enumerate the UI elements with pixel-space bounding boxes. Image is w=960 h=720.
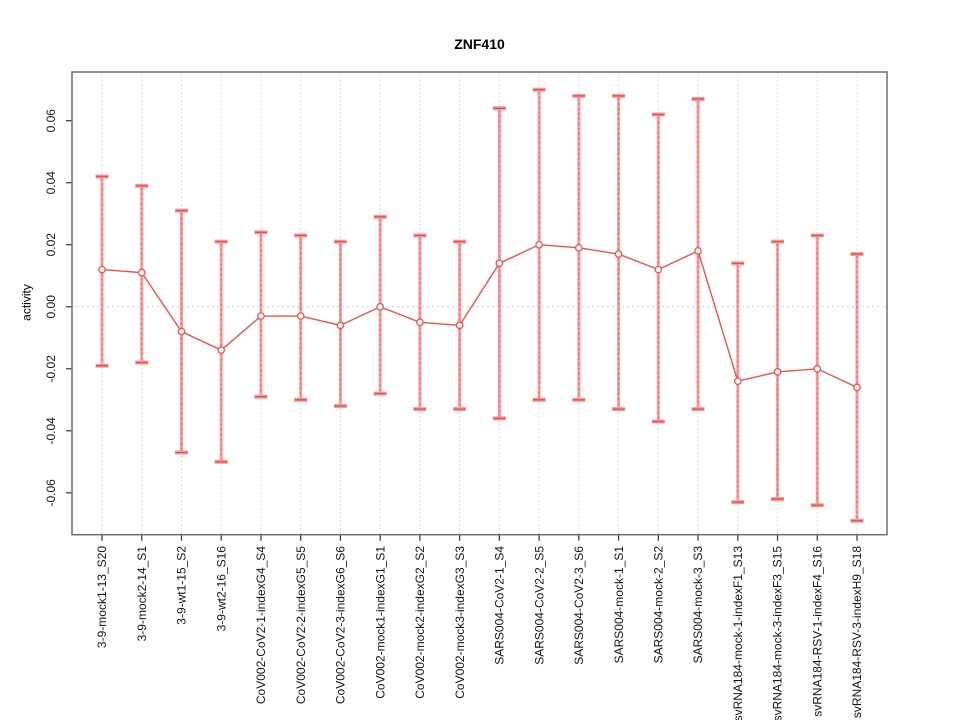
- data-point-marker: [416, 318, 424, 327]
- data-point-marker: [495, 259, 504, 268]
- data-point-marker: [257, 312, 265, 320]
- data-point-marker: [614, 250, 623, 258]
- data-point-marker: [535, 240, 543, 249]
- data-point-marker: [296, 312, 305, 320]
- y-tick-label: -0.06: [44, 479, 58, 507]
- data-point-marker: [654, 265, 663, 274]
- x-tick-label: 3-9-wt1-15_S2: [175, 546, 189, 625]
- data-point-marker: [455, 321, 464, 330]
- x-tick-label: SARS004-mock-1_S1: [612, 546, 626, 664]
- x-tick-label: svRNA184-RSV-3-indexH9_S18: [850, 546, 864, 718]
- x-tick-label: svRNA184-mock-3-indexF3_S15: [771, 546, 785, 720]
- x-tick-label: CoV002-CoV2-3-indexG6_S6: [334, 546, 348, 704]
- data-point-marker: [574, 243, 583, 252]
- x-tick-label: CoV002-mock2-indexG2_S2: [413, 546, 427, 699]
- x-tick-label: svRNA184-mock-1-indexF1_S13: [731, 546, 745, 720]
- data-point-marker: [376, 302, 385, 311]
- data-point-marker: [137, 268, 146, 277]
- x-tick-label: CoV002-mock1-indexG1_S1: [373, 546, 387, 699]
- x-tick-label: 3-9-mock2-14_S1: [135, 546, 149, 642]
- data-point-marker: [733, 377, 742, 386]
- y-tick-label: 0.02: [44, 233, 58, 257]
- x-tick-label: 3-9-wt2-16_S16: [214, 546, 228, 632]
- x-tick-label: SARS004-mock-2_S2: [652, 546, 666, 664]
- x-tick-label: SARS004-mock-3_S3: [691, 546, 705, 664]
- y-axis-title: activity: [19, 284, 34, 321]
- y-tick-label: 0.06: [44, 109, 58, 133]
- data-point-marker: [773, 368, 782, 376]
- series-line: [101, 244, 858, 389]
- y-tick-label: -0.02: [44, 355, 58, 383]
- y-tick-label: 0.04: [44, 171, 58, 195]
- x-tick-label: SARS004-CoV2-1_S4: [493, 546, 507, 665]
- y-tick-label: -0.04: [44, 417, 58, 445]
- data-point-marker: [177, 327, 186, 336]
- chart-title: ZNF410: [454, 36, 505, 52]
- data-point-marker: [694, 247, 702, 255]
- x-tick-label: svRNA184-RSV-1-indexF4_S16: [810, 546, 824, 717]
- x-tick-label: CoV002-mock3-indexG3_S3: [453, 546, 467, 699]
- data-point-marker: [217, 346, 226, 355]
- y-tick-label: 0.00: [44, 295, 58, 319]
- x-tick-label: SARS004-CoV2-2_S5: [532, 546, 546, 665]
- x-tick-label: CoV002-CoV2-2-indexG5_S5: [294, 546, 308, 704]
- plot-box: [71, 71, 888, 536]
- x-tick-label: SARS004-CoV2-3_S6: [572, 546, 586, 665]
- data-point-marker: [98, 265, 106, 274]
- x-tick-label: 3-9-mock1-13_S20: [95, 546, 109, 648]
- data-point-marker: [336, 321, 345, 330]
- data-point-marker: [813, 364, 822, 373]
- x-tick-label: CoV002-CoV2-1-indexG4_S4: [254, 546, 268, 704]
- data-point-marker: [853, 383, 861, 392]
